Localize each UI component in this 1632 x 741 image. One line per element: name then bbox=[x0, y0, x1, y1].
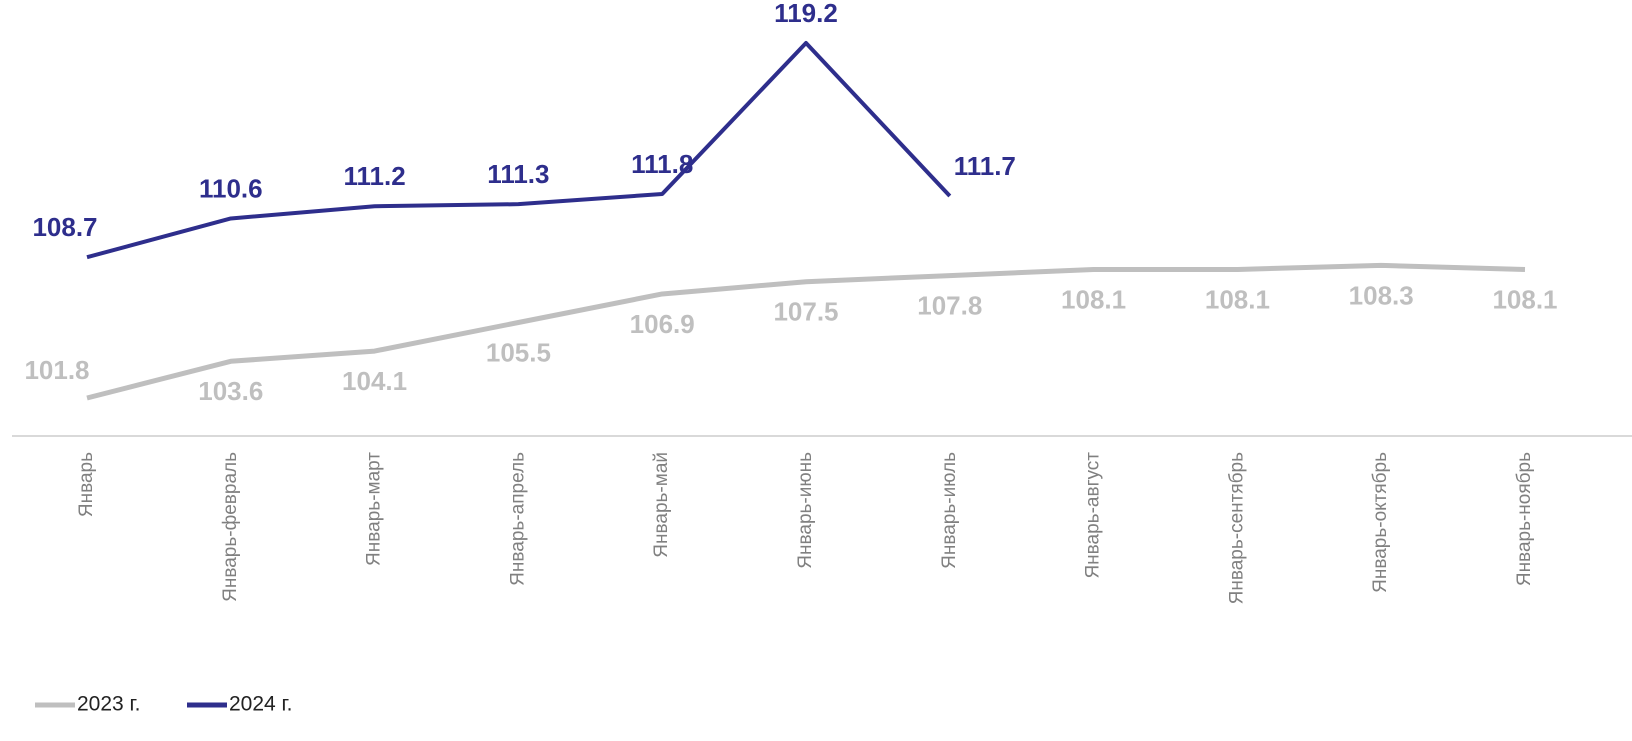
x-tick-label: Январь-апрель bbox=[507, 452, 528, 586]
series-line bbox=[86, 41, 952, 260]
value-label: 101.8 bbox=[24, 355, 89, 385]
x-tick-label: Январь-июль bbox=[939, 452, 960, 569]
value-label: 108.7 bbox=[32, 212, 97, 242]
x-tick-label: Январь-сентябрь bbox=[1226, 452, 1247, 604]
x-tick-label: Январь-март bbox=[364, 452, 385, 566]
x-tick-label: Январь bbox=[76, 452, 97, 517]
value-label: 111.7 bbox=[954, 151, 1016, 181]
value-label: 108.1 bbox=[1492, 284, 1557, 314]
x-tick-label: Январь-июнь bbox=[795, 452, 816, 569]
value-label: 111.8 bbox=[631, 149, 693, 179]
legend-label: 2024 г. bbox=[229, 693, 292, 716]
x-tick-label: Январь-ноябрь bbox=[1514, 452, 1535, 586]
value-label: 106.9 bbox=[630, 309, 695, 339]
value-label: 119.2 bbox=[774, 0, 838, 28]
value-label: 108.3 bbox=[1349, 280, 1414, 310]
series-line bbox=[86, 262, 1526, 401]
value-label: 103.6 bbox=[198, 376, 263, 406]
x-tick-label: Январь-май bbox=[651, 452, 672, 558]
value-label: 108.1 bbox=[1205, 284, 1270, 314]
x-tick-label: Январь-февраль bbox=[220, 452, 241, 602]
value-label: 105.5 bbox=[486, 337, 551, 367]
value-label: 104.1 bbox=[342, 366, 407, 396]
value-label: 111.2 bbox=[343, 161, 405, 191]
legend-label: 2023 г. bbox=[77, 693, 140, 716]
value-label: 107.8 bbox=[917, 290, 982, 320]
value-label: 107.5 bbox=[773, 297, 838, 327]
x-tick-label: Январь-август bbox=[1083, 452, 1104, 579]
value-label: 110.6 bbox=[199, 173, 263, 203]
value-label: 108.1 bbox=[1061, 284, 1126, 314]
x-tick-label: Январь-октябрь bbox=[1370, 452, 1391, 593]
value-label: 111.3 bbox=[487, 159, 549, 189]
